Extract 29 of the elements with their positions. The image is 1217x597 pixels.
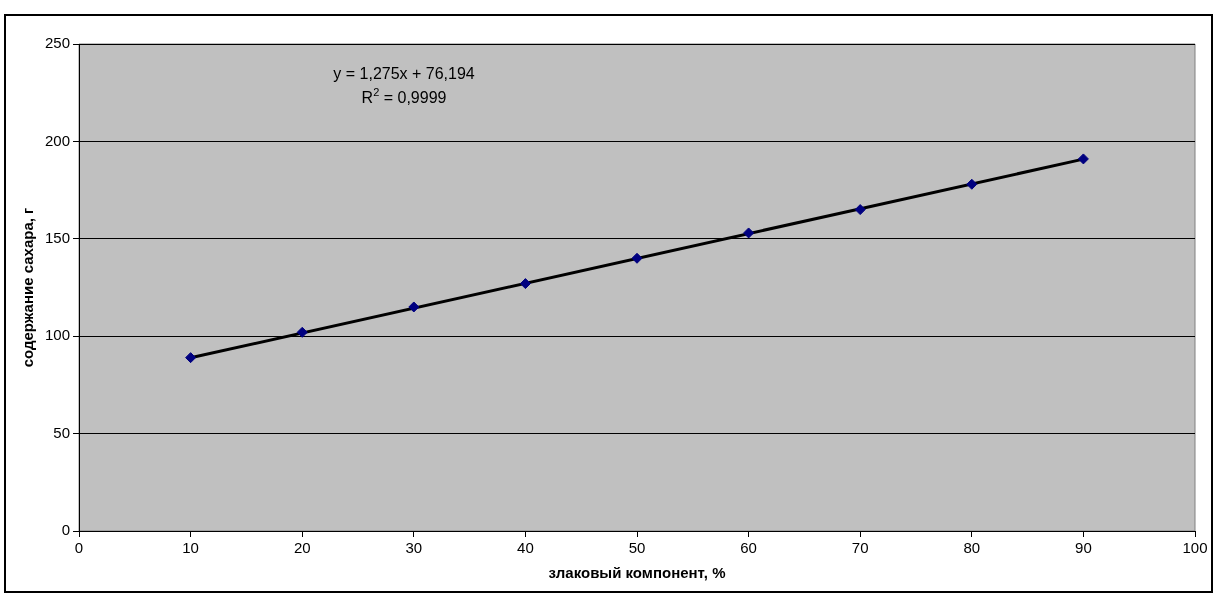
x-tick-label: 70 [851, 539, 869, 557]
y-tick-label: 0 [61, 521, 71, 539]
x-tick-label: 10 [182, 539, 199, 557]
point [296, 326, 308, 338]
x-tick-label: 0 [74, 539, 84, 557]
point [519, 278, 531, 290]
point [743, 227, 755, 239]
y-tick-label: 200 [45, 131, 71, 149]
x-tick-label: 40 [517, 539, 534, 557]
x-tick-label: 30 [405, 539, 423, 557]
y-tick-label: 100 [45, 326, 71, 344]
point [631, 252, 643, 264]
annotation: y = 1,275x + 76,194 [333, 65, 475, 83]
x-tick-label: 50 [628, 539, 646, 557]
x-tick-label: 100 [1182, 539, 1208, 557]
y-tick-label: 150 [45, 228, 71, 246]
point [854, 204, 866, 216]
y-axis-title: содержание сахара, г [19, 207, 37, 368]
x-tick-label: 20 [293, 539, 311, 557]
y-tick-label: 50 [53, 423, 71, 441]
x-tick-label: 90 [1075, 539, 1092, 557]
point [1077, 153, 1089, 165]
point [185, 352, 197, 364]
x-axis-title: злаковый компонент, % [548, 564, 726, 582]
x-tick-label: 60 [740, 539, 757, 557]
point [408, 301, 420, 313]
x-tick-label: 80 [963, 539, 981, 557]
point [966, 178, 978, 190]
y-tick-label: 250 [45, 34, 71, 52]
